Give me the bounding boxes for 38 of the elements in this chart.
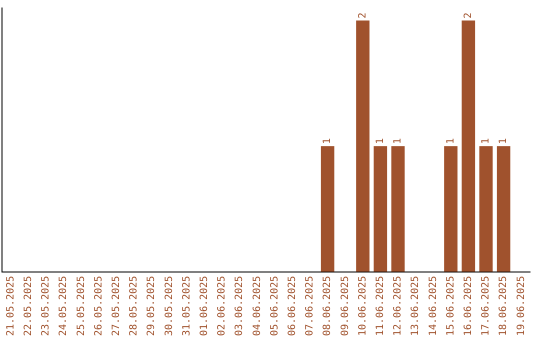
data-label: 1 xyxy=(374,138,386,144)
x-tick-label: 27.05.2025 xyxy=(110,276,122,336)
x-tick-label: 07.06.2025 xyxy=(304,276,316,336)
x-tick-label: 10.06.2025 xyxy=(357,276,368,336)
x-tick-label: 02.06.2025 xyxy=(216,276,228,336)
x-tick-label: 01.06.2025 xyxy=(198,276,210,336)
x-tick-label: 15.06.2025 xyxy=(445,276,456,336)
x-tick-label: 11.06.2025 xyxy=(374,276,386,336)
x-tick-label: 13.06.2025 xyxy=(410,276,422,336)
x-tick-label: 22.05.2025 xyxy=(22,276,34,336)
x-tick-label: 18.06.2025 xyxy=(498,276,510,336)
x-tick-label: 08.06.2025 xyxy=(322,276,334,336)
x-tick-label: 04.06.2025 xyxy=(252,276,263,336)
x-tick-label: 30.05.2025 xyxy=(164,276,175,336)
x-tick-label: 19.06.2025 xyxy=(516,276,527,336)
x-tick-label: 12.06.2025 xyxy=(392,276,404,336)
data-label: 1 xyxy=(498,138,510,144)
data-label: 1 xyxy=(445,138,456,144)
x-tick-label: 28.05.2025 xyxy=(128,276,140,336)
x-tick-label: 03.06.2025 xyxy=(234,276,246,336)
x-tick-label: 21.05.2025 xyxy=(5,276,16,336)
data-label: 2 xyxy=(357,12,368,19)
x-tick-label: 24.05.2025 xyxy=(58,276,70,336)
x-tick-label: 31.05.2025 xyxy=(181,276,192,336)
x-tick-label: 29.05.2025 xyxy=(146,276,158,336)
x-tick-label: 17.06.2025 xyxy=(480,276,492,336)
data-label: 2 xyxy=(462,12,474,19)
data-label: 1 xyxy=(392,138,404,144)
x-tick-label: 16.06.2025 xyxy=(462,276,474,336)
x-tick-label: 14.06.2025 xyxy=(428,276,439,336)
x-tick-label: 06.06.2025 xyxy=(286,276,298,336)
x-tick-label: 09.06.2025 xyxy=(340,276,351,336)
x-tick-label: 05.06.2025 xyxy=(269,276,280,336)
x-tick-label: 23.05.2025 xyxy=(40,276,52,336)
x-tick-label: 25.05.2025 xyxy=(76,276,87,336)
data-label: 1 xyxy=(480,138,492,144)
data-label: 1 xyxy=(322,138,334,144)
x-tick-label: 26.05.2025 xyxy=(93,276,104,336)
